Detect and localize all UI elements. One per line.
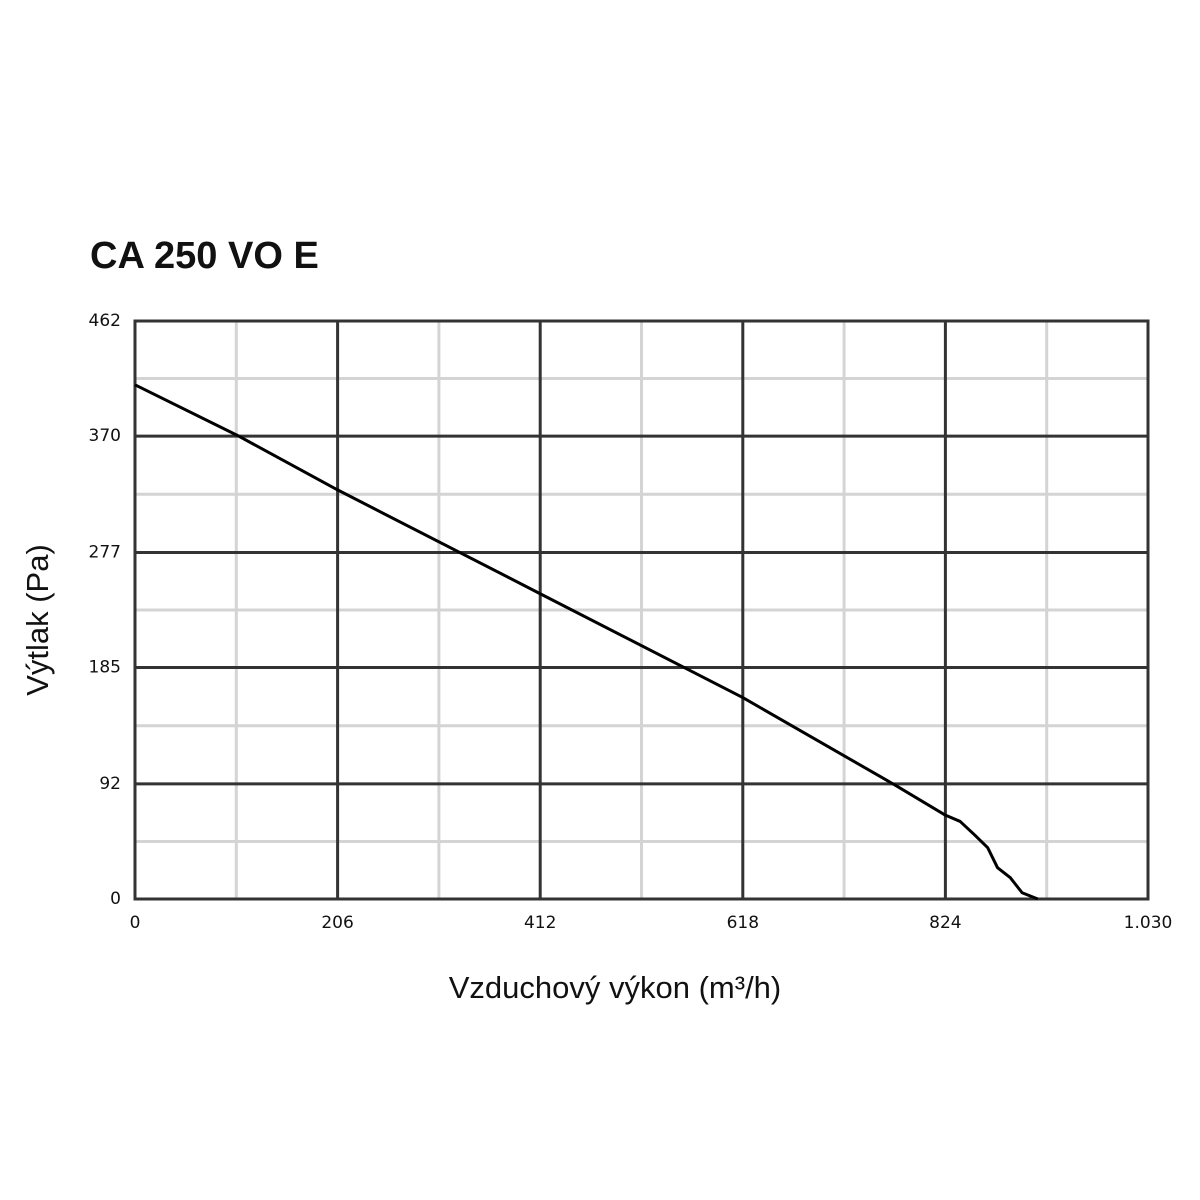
x-tick-label: 1.030 <box>1124 913 1173 933</box>
y-tick-label: 277 <box>89 542 121 562</box>
y-tick-label: 0 <box>110 889 121 909</box>
plot-frame <box>133 319 1150 901</box>
x-tick-label: 0 <box>130 913 141 933</box>
y-tick-label: 370 <box>89 426 121 446</box>
curve <box>134 383 1039 901</box>
chart-title: CA 250 VO E <box>90 235 319 277</box>
x-tick-label: 412 <box>524 913 556 933</box>
x-tick-label: 206 <box>321 913 353 933</box>
y-tick-label: 92 <box>99 774 121 794</box>
x-tick-label: 618 <box>727 913 759 933</box>
y-tick-label: 185 <box>89 658 121 678</box>
y-axis-title: Výtlak (Pa) <box>20 544 55 696</box>
x-tick-label: 824 <box>929 913 961 933</box>
y-tick-label: 462 <box>89 311 121 331</box>
x-axis-title: Vzduchový výkon (m³/h) <box>449 970 782 1005</box>
